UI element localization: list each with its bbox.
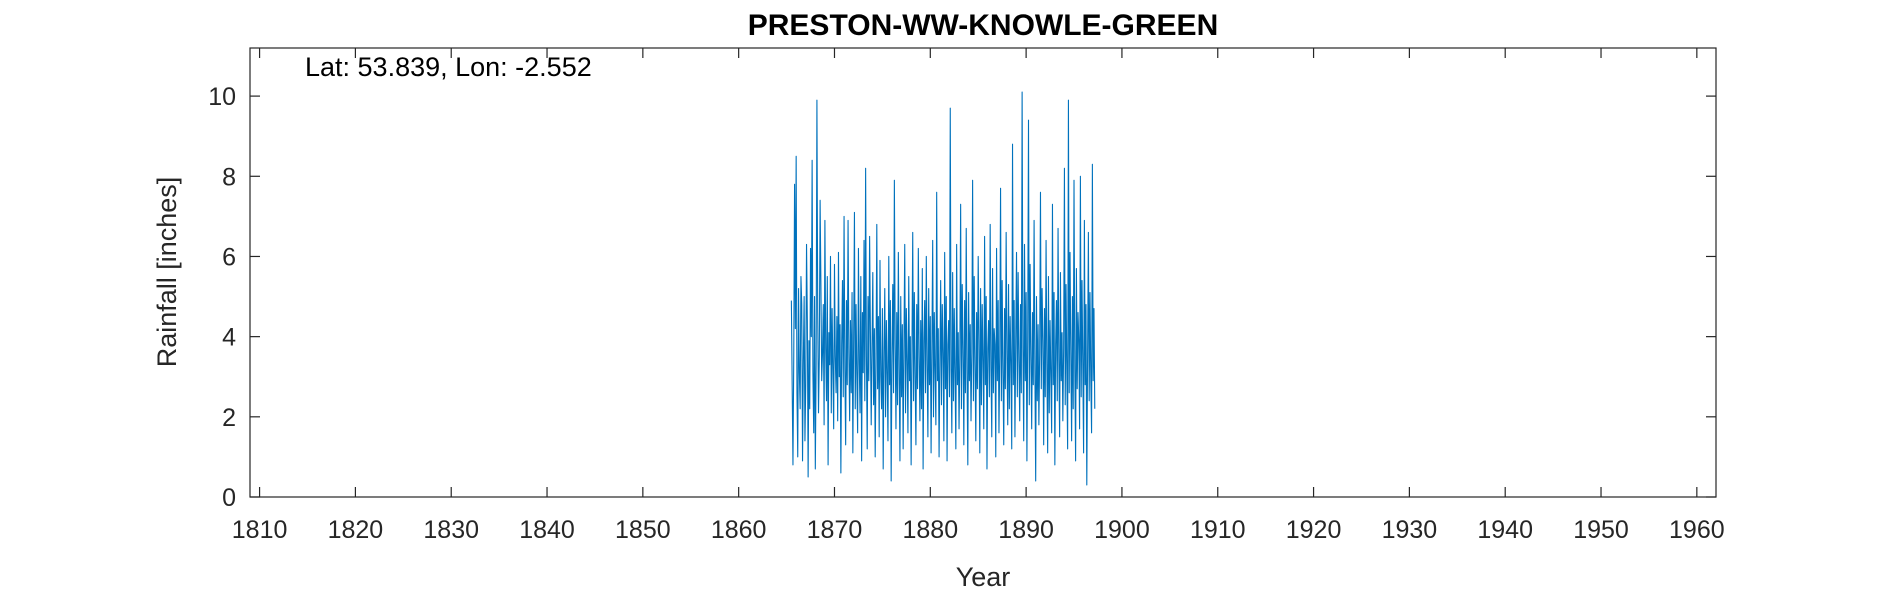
tick-labels: 1810 1820 1830 1840 1850 1860 1870 1880 1890 1900… xyxy=(208,83,1724,544)
axis-ticks xyxy=(250,48,1716,498)
x-tick-label: 1810 xyxy=(232,516,288,544)
y-tick-label: 6 xyxy=(222,243,236,271)
y-tick-label: 0 xyxy=(222,484,236,512)
y-tick-label: 2 xyxy=(222,404,236,432)
x-tick-label: 1940 xyxy=(1477,516,1533,544)
x-tick-label: 1830 xyxy=(423,516,479,544)
x-tick-label: 1820 xyxy=(328,516,384,544)
series-line-0 xyxy=(790,91,1096,486)
x-tick-label: 1920 xyxy=(1286,516,1342,544)
x-tick-label: 1960 xyxy=(1669,516,1725,544)
y-axis-label: Rainfall [inches] xyxy=(152,177,182,368)
y-tick-label: 4 xyxy=(222,324,236,352)
y-tick-label: 8 xyxy=(222,163,236,191)
x-tick-label: 1900 xyxy=(1094,516,1150,544)
x-tick-label: 1930 xyxy=(1382,516,1438,544)
x-tick-label: 1850 xyxy=(615,516,671,544)
x-tick-label: 1880 xyxy=(902,516,958,544)
x-tick-label: 1950 xyxy=(1573,516,1629,544)
x-tick-label: 1910 xyxy=(1190,516,1246,544)
x-tick-label: 1890 xyxy=(998,516,1054,544)
plot-area xyxy=(249,47,1717,498)
chart-title: PRESTON-WW-KNOWLE-GREEN xyxy=(748,9,1218,42)
x-axis-label: Year xyxy=(956,562,1011,591)
location-annotation: Lat: 53.839, Lon: -2.552 xyxy=(305,52,592,82)
x-tick-label: 1840 xyxy=(519,516,575,544)
y-tick-label: 10 xyxy=(208,83,236,111)
series-group xyxy=(790,91,1096,486)
x-tick-label: 1870 xyxy=(807,516,863,544)
x-tick-label: 1860 xyxy=(711,516,767,544)
